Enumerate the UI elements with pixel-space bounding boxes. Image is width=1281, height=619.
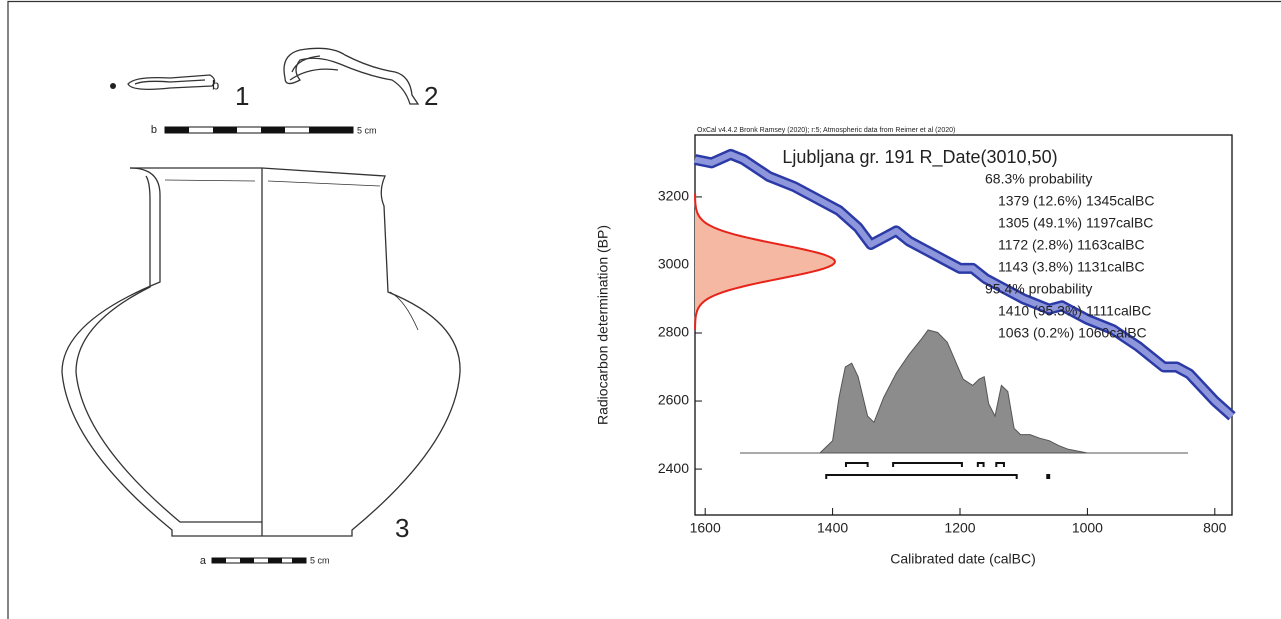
chart-header: OxCal v4.4.2 Bronk Ramsey (2020); r:5; A… [697,127,955,134]
range-text: 1305 (49.1%) 1197calBC [998,215,1153,231]
object-1-drawing [110,74,216,90]
range-bracket [1046,474,1051,479]
scale-letter: b [151,124,157,136]
range-text: 1379 (12.6%) 1345calBC [998,193,1154,209]
y-tick-label: 2800 [658,324,689,340]
range-bracket [825,474,1018,479]
range-bracket [995,462,1005,467]
object-2-drawing [283,47,420,105]
y-tick-label: 3000 [658,256,689,272]
calibration-curve-band [694,151,1234,419]
vessel-drawing [61,167,461,537]
object-label: 3 [395,513,409,543]
range-text: 1063 (0.2%) 1060calBC [998,325,1147,341]
radiocarbon-date-outline [694,193,837,330]
y-tick-label: 2400 [658,460,689,476]
range-heading: 95.4% probability [985,281,1092,297]
x-tick-label: 1000 [1072,520,1103,536]
radiocarbon-date [695,193,835,330]
range-text: 1143 (3.8%) 1131calBC [998,259,1145,275]
scale-text: 5 cm [357,125,377,135]
scale-text: 5 cm [310,555,330,565]
y-axis-label: Radiocarbon determination (BP) [595,225,611,425]
range-bracket [976,462,985,467]
object-label: 1 [235,81,249,111]
y-tick-label: 3200 [658,188,689,204]
scale-letter: b [212,77,219,92]
object-label: 2 [424,81,438,111]
x-tick-label: 1400 [817,520,848,536]
x-tick-label: 800 [1203,520,1227,536]
x-tick-label: 1600 [690,520,721,536]
range-bracket [844,462,869,467]
y-tick-label: 2600 [658,392,689,408]
range-text: 1172 (2.8%) 1163calBC [998,237,1145,253]
scale-bar-a [211,557,307,564]
scale-letter: a [200,555,207,567]
posterior-distribution [818,329,1088,454]
range-text: 1410 (95.3%) 1111calBC [998,303,1151,319]
frame [7,0,1281,619]
scale-bar-b [164,126,354,134]
range-heading: 68.3% probability [985,171,1092,187]
x-tick-label: 1200 [944,520,975,536]
x-axis-label: Calibrated date (calBC) [890,551,1036,567]
chart-title: Ljubljana gr. 191 R_Date(3010,50) [782,147,1057,168]
range-bracket [892,462,963,467]
